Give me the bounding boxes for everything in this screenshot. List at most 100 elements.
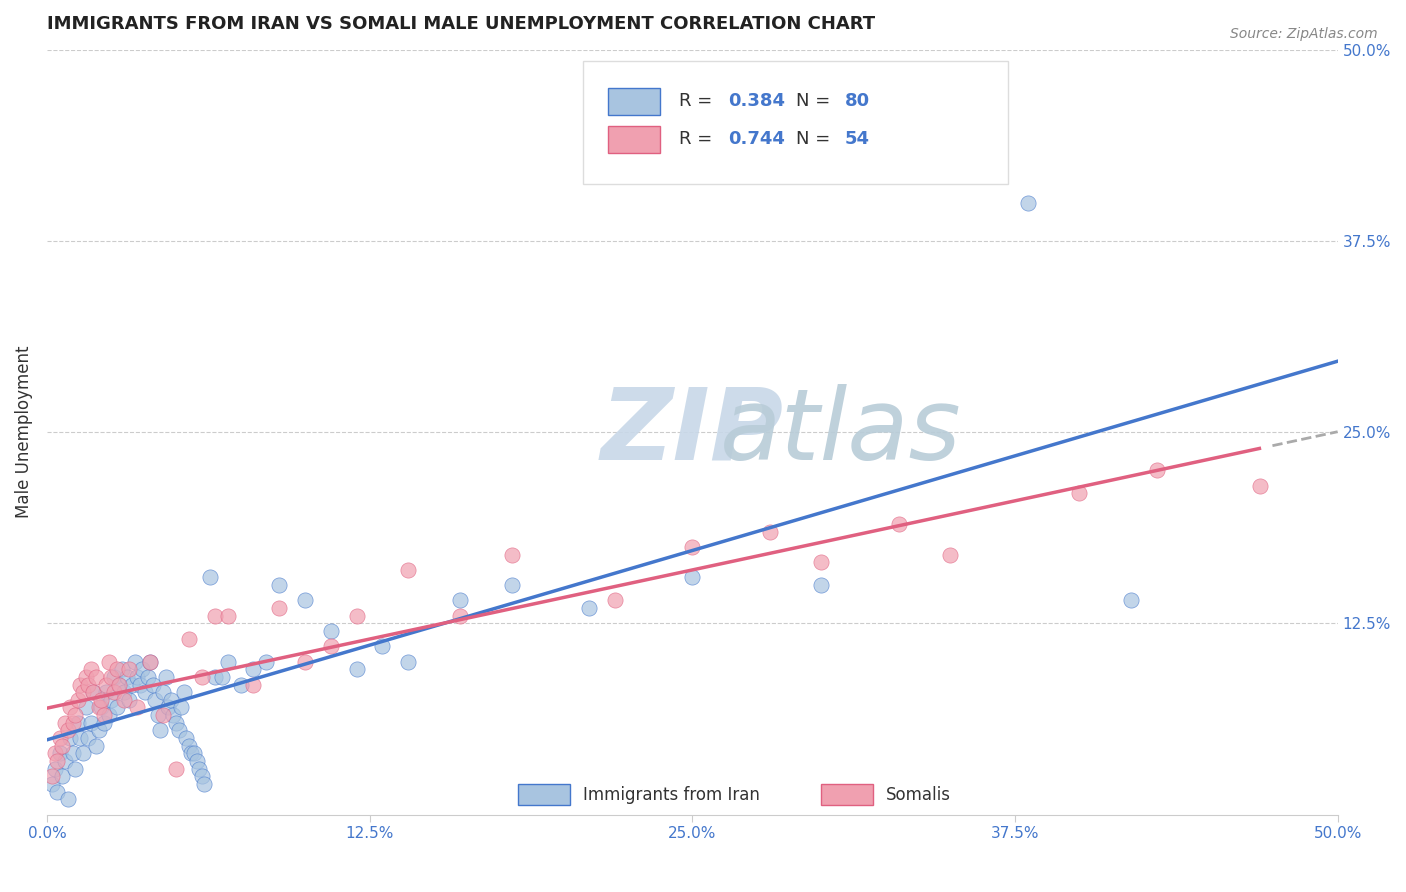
Point bbox=[269, 601, 291, 615]
Text: ZIP: ZIP bbox=[600, 384, 783, 481]
Point bbox=[103, 670, 125, 684]
Point bbox=[346, 662, 368, 676]
Text: N =: N = bbox=[796, 92, 835, 110]
Point bbox=[127, 670, 149, 684]
Text: atlas: atlas bbox=[720, 384, 962, 481]
FancyBboxPatch shape bbox=[582, 62, 1008, 184]
Text: 0.744: 0.744 bbox=[728, 130, 786, 148]
Point bbox=[810, 555, 832, 569]
Point bbox=[165, 715, 187, 730]
Point bbox=[96, 685, 118, 699]
Point bbox=[41, 769, 63, 783]
Point bbox=[143, 693, 166, 707]
Point bbox=[254, 655, 277, 669]
Point bbox=[139, 655, 162, 669]
Bar bbox=[517, 784, 569, 805]
Point bbox=[100, 670, 122, 684]
Point bbox=[59, 700, 82, 714]
Point bbox=[294, 655, 316, 669]
Point bbox=[180, 747, 202, 761]
Point bbox=[62, 747, 84, 761]
Point bbox=[87, 700, 110, 714]
Point bbox=[155, 670, 177, 684]
Point bbox=[371, 640, 394, 654]
Point bbox=[217, 655, 239, 669]
Point bbox=[191, 670, 214, 684]
Point bbox=[75, 700, 97, 714]
Point bbox=[887, 516, 910, 531]
Point bbox=[1119, 593, 1142, 607]
Point bbox=[134, 685, 156, 699]
Point bbox=[51, 769, 73, 783]
Point bbox=[44, 747, 66, 761]
Point bbox=[177, 739, 200, 753]
Point bbox=[681, 570, 703, 584]
Point bbox=[449, 593, 471, 607]
Point bbox=[112, 693, 135, 707]
Point bbox=[44, 762, 66, 776]
Point bbox=[53, 754, 76, 768]
Point bbox=[165, 762, 187, 776]
Point bbox=[159, 693, 181, 707]
Text: R =: R = bbox=[679, 92, 718, 110]
Point bbox=[810, 578, 832, 592]
Point bbox=[939, 548, 962, 562]
Point bbox=[198, 570, 221, 584]
Point bbox=[1146, 463, 1168, 477]
Point bbox=[211, 670, 233, 684]
Point bbox=[319, 640, 342, 654]
Point bbox=[56, 792, 79, 806]
Point bbox=[229, 677, 252, 691]
Point bbox=[84, 670, 107, 684]
Point bbox=[93, 708, 115, 723]
Point bbox=[56, 723, 79, 738]
Point bbox=[346, 608, 368, 623]
Point bbox=[681, 540, 703, 554]
Point bbox=[118, 662, 141, 676]
Point bbox=[112, 685, 135, 699]
Point bbox=[97, 708, 120, 723]
Text: R =: R = bbox=[679, 130, 718, 148]
Point bbox=[66, 693, 89, 707]
Point bbox=[77, 677, 100, 691]
Text: Somalis: Somalis bbox=[886, 786, 950, 804]
Point bbox=[127, 700, 149, 714]
Point bbox=[183, 747, 205, 761]
Point bbox=[84, 739, 107, 753]
Point bbox=[96, 677, 118, 691]
Point bbox=[97, 655, 120, 669]
Point bbox=[603, 593, 626, 607]
Point bbox=[103, 685, 125, 699]
Point bbox=[82, 685, 104, 699]
Point bbox=[53, 715, 76, 730]
Point bbox=[449, 608, 471, 623]
Point bbox=[217, 608, 239, 623]
Point bbox=[204, 670, 226, 684]
Text: 54: 54 bbox=[845, 130, 869, 148]
Point bbox=[136, 670, 159, 684]
Point bbox=[501, 548, 523, 562]
Point bbox=[100, 693, 122, 707]
Point bbox=[51, 739, 73, 753]
Text: 80: 80 bbox=[845, 92, 870, 110]
Point bbox=[62, 715, 84, 730]
Point bbox=[46, 754, 69, 768]
Point bbox=[242, 677, 264, 691]
Point bbox=[170, 700, 193, 714]
Point bbox=[105, 700, 128, 714]
Point bbox=[396, 655, 419, 669]
Point bbox=[157, 700, 180, 714]
Point bbox=[152, 685, 174, 699]
Bar bbox=[821, 784, 873, 805]
Point bbox=[90, 700, 112, 714]
Point bbox=[77, 731, 100, 745]
Point bbox=[69, 731, 91, 745]
Text: 0.384: 0.384 bbox=[728, 92, 786, 110]
Point bbox=[65, 762, 87, 776]
Text: N =: N = bbox=[796, 130, 835, 148]
Point bbox=[242, 662, 264, 676]
Point bbox=[162, 708, 184, 723]
Text: IMMIGRANTS FROM IRAN VS SOMALI MALE UNEMPLOYMENT CORRELATION CHART: IMMIGRANTS FROM IRAN VS SOMALI MALE UNEM… bbox=[46, 15, 875, 33]
Point bbox=[186, 754, 208, 768]
Point bbox=[49, 731, 72, 745]
